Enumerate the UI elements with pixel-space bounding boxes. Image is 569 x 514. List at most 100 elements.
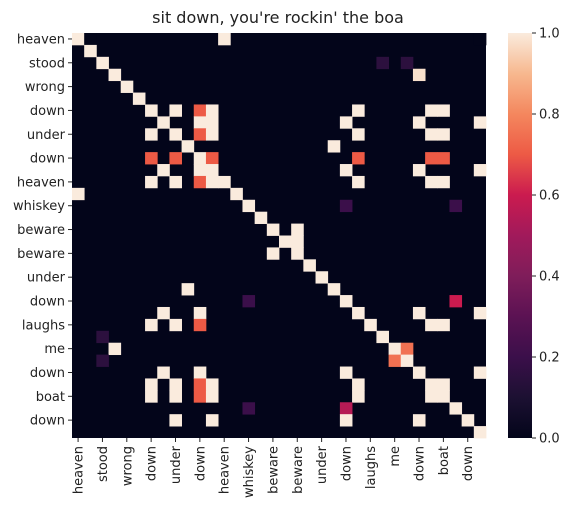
heatmap-cell (254, 211, 268, 224)
heatmap-cell (437, 104, 450, 117)
heatmap-cell (352, 152, 365, 165)
heatmap-cell (412, 306, 426, 320)
heatmap-cell (96, 354, 109, 367)
heatmap-cell (205, 104, 219, 117)
heatmap-cell (193, 378, 207, 391)
heatmap-cell (400, 354, 414, 367)
heatmap-cell (157, 366, 170, 379)
heatmap-cell (181, 283, 195, 296)
x-tick-label: heaven (218, 446, 233, 494)
heatmap-cell (218, 33, 231, 46)
heatmap-cell (72, 33, 85, 46)
heatmap-cell (145, 104, 158, 117)
heatmap-cell (449, 199, 463, 213)
x-tick-label: heaven (72, 446, 87, 494)
heatmap-cell (339, 199, 353, 213)
x-tick-label: down (193, 446, 208, 481)
x-tick-label: laughs (364, 446, 379, 489)
y-tick-label: beware (17, 223, 65, 238)
heatmap-cell (437, 128, 450, 141)
colorbar-tick-label: 1.0 (539, 27, 560, 42)
y-tick-label: under (27, 271, 66, 286)
x-tick-label: stood (96, 446, 111, 482)
x-tick-label: under (169, 445, 184, 484)
heatmap-cell (169, 104, 182, 117)
heatmap-cell (425, 152, 438, 165)
heatmap-cell (145, 152, 158, 165)
x-tick-label: down (461, 446, 476, 481)
heatmap-cell (437, 378, 450, 391)
heatmap-cell (437, 152, 450, 165)
heatmap-cell (96, 330, 109, 344)
heatmap-cell (339, 116, 353, 129)
heatmap-cell (193, 152, 207, 165)
heatmap-cell (169, 318, 182, 332)
y-tick-label: wrong (25, 80, 65, 95)
heatmap-cell (242, 402, 256, 415)
heatmap-cell (108, 342, 122, 356)
heatmap-cell (425, 390, 438, 403)
y-tick-label: heaven (17, 175, 65, 190)
y-tick-label: whiskey (13, 199, 65, 214)
heatmap-cell (412, 116, 426, 129)
heatmap-cell (218, 175, 231, 189)
heatmap-cell (145, 318, 158, 332)
heatmap-cell (193, 175, 207, 189)
y-tick-label: boat (36, 390, 65, 405)
heatmap-cell (242, 199, 256, 213)
heatmap-cell (400, 56, 414, 70)
x-tick-label: me (388, 446, 403, 467)
heatmap-cell (169, 152, 182, 165)
colorbar-tick-label: 0.0 (539, 432, 560, 447)
heatmap-cell (303, 259, 316, 272)
colorbar-tick-label: 0.2 (539, 351, 560, 366)
heatmap-cell (352, 390, 365, 403)
heatmap-cell (193, 104, 207, 117)
heatmap-cell (84, 33, 97, 46)
heatmap-cell (193, 306, 207, 320)
colorbar-tick-label: 0.8 (539, 108, 560, 123)
heatmap-cell (96, 56, 109, 70)
heatmap-cell (181, 140, 195, 153)
heatmap-cell (84, 44, 97, 58)
heatmap-cell (352, 306, 365, 320)
heatmap-cell (473, 306, 487, 320)
colorbar (508, 33, 532, 438)
colorbar-ticks: 0.0 0.2 0.4 0.6 0.8 1.0 (532, 27, 560, 447)
y-tick-label: down (30, 295, 65, 310)
heatmap-cell (193, 116, 207, 129)
x-tick-label: beware (266, 446, 281, 494)
heatmap-cell (352, 175, 365, 189)
heatmap-cell (205, 152, 219, 165)
heatmap-cell (388, 354, 402, 367)
heatmap-cell (352, 128, 365, 141)
heatmap-cell (157, 306, 170, 320)
heatmap-cell (449, 295, 463, 308)
heatmap-cell (449, 402, 463, 415)
heatmap-cell (193, 366, 207, 379)
heatmap-cell (339, 414, 353, 427)
heatmap-cell (145, 378, 158, 391)
y-tick-label: me (44, 342, 65, 357)
heatmap-cell (169, 378, 182, 391)
heatmap-cell (205, 390, 219, 403)
y-tick-label: under (27, 128, 66, 143)
heatmap-cell (193, 390, 207, 403)
y-tick-label: stood (29, 56, 65, 71)
heatmap-cell (425, 318, 438, 332)
heatmap-cell (364, 318, 377, 332)
heatmap-cell (157, 116, 170, 129)
heatmap-cell (437, 175, 450, 189)
heatmap-cell (388, 342, 402, 356)
heatmap-cell (437, 318, 450, 332)
y-tick-label: down (30, 152, 65, 167)
heatmap-cell (376, 56, 389, 70)
heatmap-cell (230, 187, 243, 201)
y-tick-label: laughs (22, 318, 65, 333)
x-tick-label: wrong (120, 446, 135, 486)
x-tick-label: beware (291, 446, 306, 494)
heatmap-cell (145, 128, 158, 141)
heatmap-cell (376, 330, 389, 344)
heatmap-cell (327, 283, 341, 296)
